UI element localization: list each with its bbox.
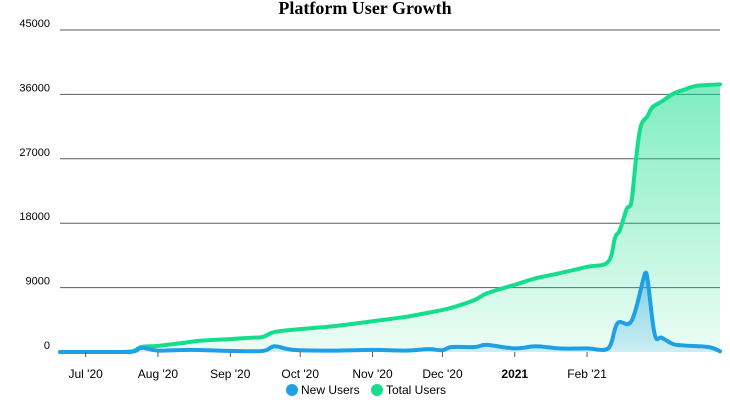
legend-swatch	[371, 384, 383, 396]
x-tick-label: Nov '20	[352, 367, 393, 381]
x-tick-label: Sep '20	[210, 367, 251, 381]
legend-swatch	[286, 384, 298, 396]
x-tick-label: Jul '20	[68, 367, 103, 381]
new-users-area	[60, 272, 720, 352]
total-users-line[interactable]	[58, 82, 722, 354]
x-tick-label: Dec '20	[422, 367, 463, 381]
x-tick-label: Feb '21	[567, 367, 607, 381]
x-tick-label: Oct '20	[281, 367, 319, 381]
y-tick-label: 27000	[19, 147, 50, 159]
y-tick-label: 9000	[26, 276, 50, 288]
series-areas	[60, 84, 720, 352]
x-axis-ticks: Jul '20 Aug '20 Sep '20 Oct '20 Nov '20 Dec '…	[68, 352, 607, 381]
legend-item-total-users[interactable]: Total Users	[371, 383, 446, 397]
series-lines	[58, 82, 722, 354]
y-tick-label: 0	[44, 340, 50, 352]
x-tick-label: 2021	[501, 367, 528, 381]
legend-item-new-users[interactable]: New Users	[286, 383, 360, 397]
y-tick-label: 18000	[19, 211, 50, 223]
x-tick-label: Aug '20	[138, 367, 179, 381]
chart-title: Platform User Growth	[278, 0, 451, 18]
legend-label: Total Users	[386, 383, 446, 397]
y-tick-label: 36000	[19, 82, 50, 94]
new-users-line[interactable]	[58, 270, 722, 354]
y-tick-label: 45000	[19, 18, 50, 30]
legend[interactable]: New Users Total Users	[286, 383, 446, 397]
legend-label: New Users	[301, 383, 360, 397]
total-users-area	[60, 84, 720, 352]
y-axis-ticks: 0 9000 18000 27000 36000 45000	[19, 18, 50, 352]
